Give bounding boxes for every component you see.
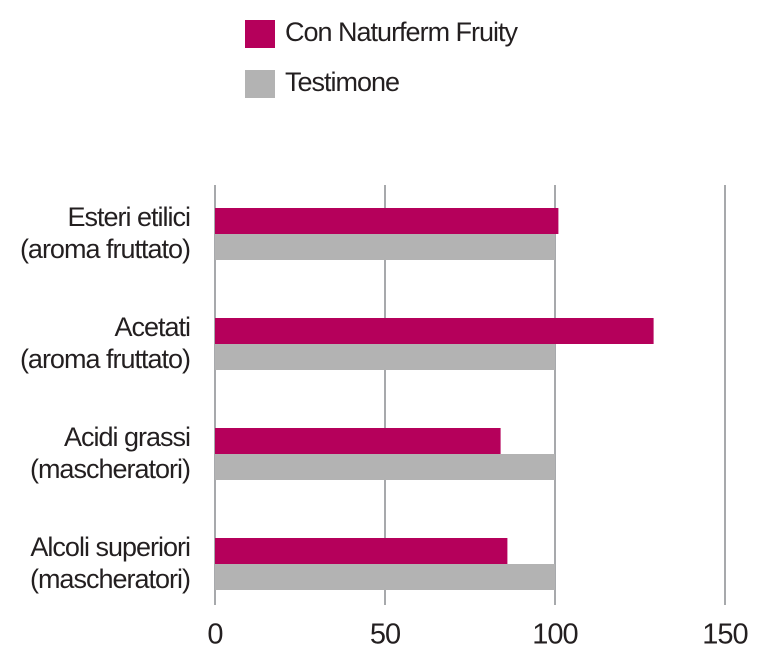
y-tick-label: (aroma fruttato)	[20, 344, 190, 374]
y-tick-label: (mascheratori)	[30, 564, 190, 594]
legend-swatch	[245, 70, 275, 98]
bar	[215, 428, 501, 454]
x-tick-label: 0	[207, 619, 222, 651]
bar	[215, 538, 508, 564]
legend-swatch	[245, 20, 275, 48]
y-tick-label: Alcoli superiori	[30, 532, 190, 562]
y-tick-label: (mascheratori)	[30, 454, 190, 484]
legend-label: Con Naturferm Fruity	[285, 17, 519, 47]
x-tick-label: 100	[532, 619, 577, 651]
bar	[215, 208, 559, 234]
y-tick-label: Acidi grassi	[64, 422, 190, 452]
bar	[215, 234, 555, 260]
legend-label: Testimone	[285, 67, 399, 97]
bar	[215, 344, 555, 370]
bar	[215, 564, 555, 590]
y-tick-label: Acetati	[114, 312, 190, 342]
bar	[215, 454, 555, 480]
bar	[215, 318, 654, 344]
y-tick-label: (aroma fruttato)	[20, 234, 190, 264]
x-tick-label: 150	[702, 619, 747, 651]
y-tick-label: Esteri etilici	[67, 202, 190, 232]
x-tick-label: 50	[370, 619, 400, 651]
